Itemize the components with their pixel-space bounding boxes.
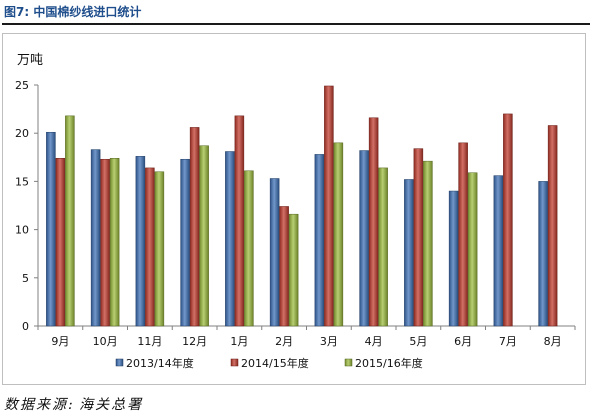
bar-3-10 — [467, 172, 478, 327]
bar-1-9 — [404, 179, 414, 327]
bar-3-5 — [244, 170, 254, 327]
bar-2-12 — [547, 125, 558, 327]
y-tick-label: 10 — [15, 224, 29, 237]
bar-2-7 — [324, 85, 334, 327]
bar-1-6 — [269, 178, 280, 327]
bars — [46, 85, 558, 327]
figure-title: 图7: 中国棉纱线进口统计 — [4, 5, 142, 19]
bar-1-1 — [46, 131, 56, 327]
x-tick-labels: 9月 10月 11月 12月 1月 2月 3月 4月 5月 6月 7月 8月 — [51, 335, 561, 348]
bar-3-8 — [378, 167, 388, 327]
bar-1-10 — [448, 190, 459, 327]
x-tick-label: 11月 — [137, 335, 162, 348]
x-tick-label: 7月 — [499, 335, 517, 348]
bar-2-8 — [368, 117, 379, 327]
y-tick-labels: 0 5 10 15 20 25 — [15, 79, 29, 333]
x-tick-label: 4月 — [365, 335, 383, 348]
y-axis-unit-label: 万吨 — [17, 53, 43, 68]
title-divider — [2, 23, 590, 25]
bar-2-3 — [145, 167, 155, 327]
bar-3-2 — [109, 158, 120, 327]
bar-1-3 — [135, 156, 146, 327]
bar-1-7 — [314, 154, 325, 327]
bar-1-12 — [538, 181, 548, 327]
bar-2-10 — [458, 142, 468, 327]
x-tick-label: 12月 — [182, 335, 207, 348]
bar-1-11 — [493, 175, 504, 327]
x-tick-label: 1月 — [230, 335, 248, 348]
bar-3-9 — [423, 160, 433, 327]
x-tick-label: 9月 — [51, 335, 69, 348]
source-note: 数据来源: 海关总署 — [4, 394, 143, 414]
legend: 2013/14年度 2014/15年度 2015/16年度 — [115, 356, 423, 370]
legend-label-3: 2015/16年度 — [355, 356, 423, 370]
x-tick-label: 5月 — [409, 335, 427, 348]
chart-frame: 万吨 9月 10月 11月 12月 1月 2月 3月 4月 5月 6月 7月 8月 0 5 10 15 20 2… — [2, 33, 586, 385]
legend-label-2: 2014/15年度 — [241, 356, 309, 370]
bar-2-11 — [503, 113, 513, 327]
legend-swatch-3 — [344, 358, 353, 367]
axes — [34, 84, 576, 330]
x-tick-label: 10月 — [93, 335, 118, 348]
legend-swatch-2 — [230, 358, 239, 367]
bar-3-1 — [65, 115, 75, 327]
x-tick-label: 6月 — [454, 335, 472, 348]
bar-2-1 — [55, 158, 66, 327]
bar-3-6 — [288, 213, 299, 327]
x-tick-label: 2月 — [275, 335, 293, 348]
bar-2-5 — [234, 115, 245, 327]
source-value: 海关总署 — [79, 397, 144, 413]
source-label: 数据来源: — [4, 397, 75, 413]
y-tick-label: 5 — [22, 272, 29, 285]
bar-3-7 — [333, 142, 344, 327]
legend-label-1: 2013/14年度 — [126, 356, 194, 370]
bar-3-4 — [199, 145, 209, 327]
x-tick-label: 8月 — [544, 335, 562, 348]
bar-1-4 — [180, 158, 190, 327]
legend-swatch-1 — [115, 358, 124, 367]
bar-2-9 — [413, 148, 424, 327]
bar-3-3 — [154, 171, 165, 327]
bar-1-2 — [90, 149, 101, 327]
y-tick-label: 20 — [15, 127, 29, 140]
y-tick-label: 0 — [22, 320, 29, 333]
bar-1-5 — [225, 151, 235, 327]
bar-1-8 — [359, 150, 369, 327]
bar-2-2 — [100, 158, 110, 327]
bar-chart: 万吨 9月 10月 11月 12月 1月 2月 3月 4月 5月 6月 7月 8月 0 5 10 15 20 2… — [15, 53, 576, 370]
x-tick-label: 3月 — [320, 335, 338, 348]
bar-2-4 — [189, 127, 200, 327]
y-tick-label: 15 — [15, 175, 29, 188]
y-tick-label: 25 — [15, 79, 29, 92]
bar-2-6 — [279, 206, 289, 327]
